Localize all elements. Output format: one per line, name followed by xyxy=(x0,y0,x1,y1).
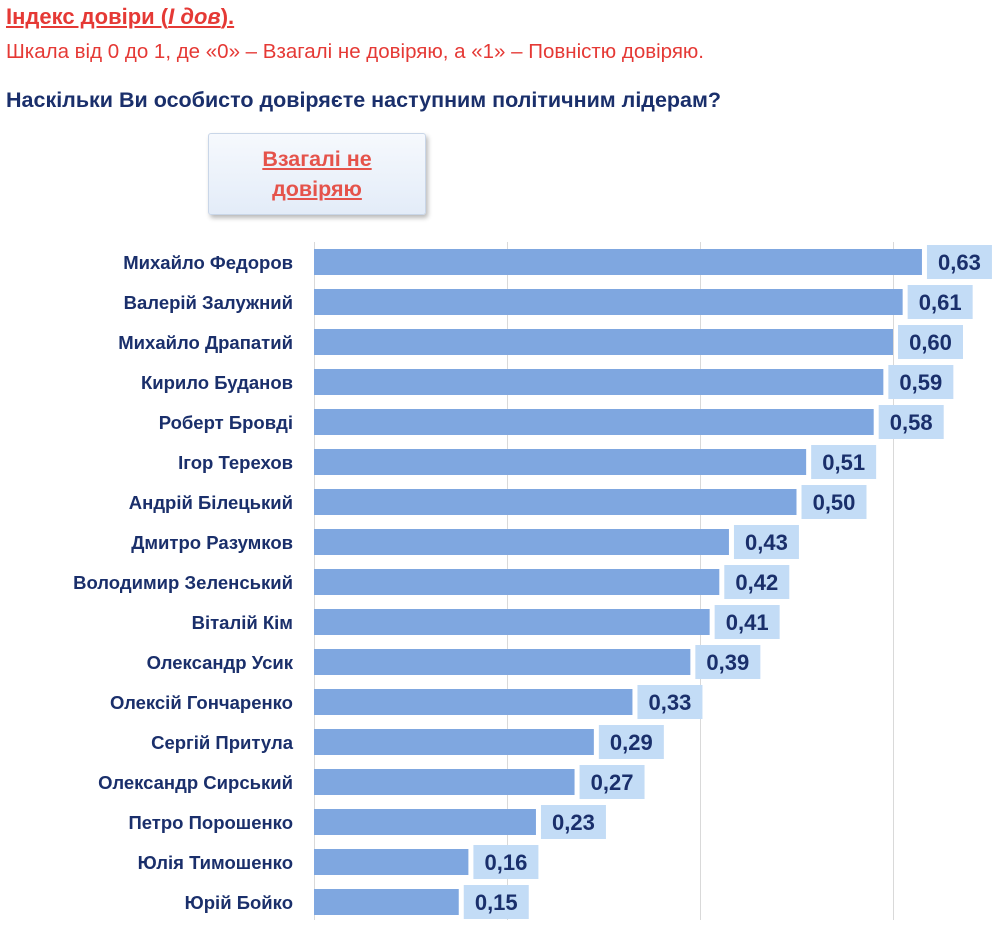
bar xyxy=(314,689,633,715)
value-label: 0,63 xyxy=(938,250,981,275)
category-label: Валерій Залужний xyxy=(124,292,293,313)
value-label-box xyxy=(733,525,799,559)
bar xyxy=(314,889,459,915)
value-label: 0,29 xyxy=(610,730,653,755)
bar xyxy=(314,289,903,315)
bar xyxy=(314,569,720,595)
value-label: 0,60 xyxy=(909,330,952,355)
value-label: 0,43 xyxy=(745,530,788,555)
value-label-box xyxy=(888,365,954,399)
bar xyxy=(314,649,691,675)
value-label: 0,61 xyxy=(919,290,962,315)
value-label: 0,50 xyxy=(813,490,856,515)
category-label: Михайло Федоров xyxy=(123,252,293,273)
bar xyxy=(314,769,575,795)
bar xyxy=(314,729,594,755)
chart-title-italic: І дов xyxy=(168,4,221,29)
bar xyxy=(314,529,729,555)
value-label-box xyxy=(463,885,529,919)
value-label-box xyxy=(695,645,761,679)
value-label: 0,41 xyxy=(726,610,769,635)
bar xyxy=(314,449,807,475)
bar xyxy=(314,409,874,435)
chart-title-part1: Індекс довіри ( xyxy=(6,4,169,29)
value-label-box xyxy=(811,445,877,479)
category-label: Олександр Усик xyxy=(147,652,294,673)
bar xyxy=(314,609,710,635)
value-label: 0,39 xyxy=(706,650,749,675)
category-label: Володимир Зеленський xyxy=(73,572,293,593)
category-label: Михайло Драпатий xyxy=(118,332,293,353)
value-label: 0,59 xyxy=(899,370,942,395)
value-label-box xyxy=(579,765,645,799)
bar xyxy=(314,369,884,395)
category-label: Юрій Бойко xyxy=(185,892,293,913)
chart-subtitle: Шкала від 0 до 1, де «0» – Взагалі не до… xyxy=(6,40,705,63)
value-label-box xyxy=(637,685,703,719)
bar xyxy=(314,329,893,355)
value-label: 0,51 xyxy=(822,450,865,475)
bar xyxy=(314,489,797,515)
category-label: Юлія Тимошенко xyxy=(138,852,293,873)
bar xyxy=(314,849,469,875)
legend-label: Взагалі не довіряю xyxy=(262,147,372,201)
category-label: Сергій Притула xyxy=(151,732,294,753)
legend-box: Взагалі не довіряю xyxy=(208,133,426,215)
chart-title-part2: ). xyxy=(220,4,235,29)
value-label-box xyxy=(724,565,790,599)
value-label: 0,23 xyxy=(552,810,595,835)
value-label-box xyxy=(540,805,606,839)
value-label: 0,15 xyxy=(475,890,518,915)
category-label: Андрій Білецький xyxy=(129,492,293,513)
value-label: 0,42 xyxy=(735,570,778,595)
category-label: Петро Порошенко xyxy=(128,812,293,833)
category-label: Олександр Сирський xyxy=(98,772,293,793)
category-label: Кирило Буданов xyxy=(141,372,293,393)
value-label: 0,27 xyxy=(591,770,634,795)
value-label-box xyxy=(907,285,973,319)
category-label: Дмитро Разумков xyxy=(131,532,293,553)
category-label: Віталій Кім xyxy=(192,612,293,633)
chart-title: Індекс довіри (І дов). xyxy=(6,4,234,30)
value-label-box xyxy=(898,325,963,359)
value-label: 0,58 xyxy=(890,410,933,435)
value-label-box xyxy=(714,605,780,639)
bar xyxy=(314,249,922,275)
value-label-box xyxy=(473,845,539,879)
value-label-box xyxy=(598,725,664,759)
survey-question: Наскільки Ви особисто довіряєте наступни… xyxy=(6,88,722,112)
category-label: Роберт Бровді xyxy=(159,412,293,433)
category-label: Ігор Терехов xyxy=(178,452,293,473)
category-label: Олексій Гончаренко xyxy=(110,692,293,713)
value-label: 0,33 xyxy=(649,690,692,715)
value-label-box xyxy=(878,405,944,439)
bar xyxy=(314,809,536,835)
value-label-box xyxy=(801,485,867,519)
value-label: 0,16 xyxy=(484,850,527,875)
value-label-box xyxy=(926,245,992,279)
